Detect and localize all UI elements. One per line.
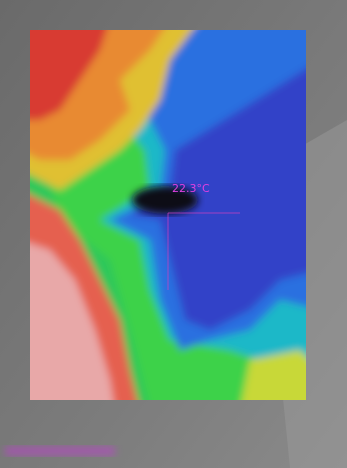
heatmap [30,30,306,400]
cold-spot [132,186,198,214]
heat-pale [30,243,114,400]
heat-red [30,30,107,120]
heat-yellow-lower [242,350,306,400]
caption-blur [5,446,115,456]
heat-dark-blue [130,68,306,330]
spot-temperature: 22.3°C [172,182,210,195]
